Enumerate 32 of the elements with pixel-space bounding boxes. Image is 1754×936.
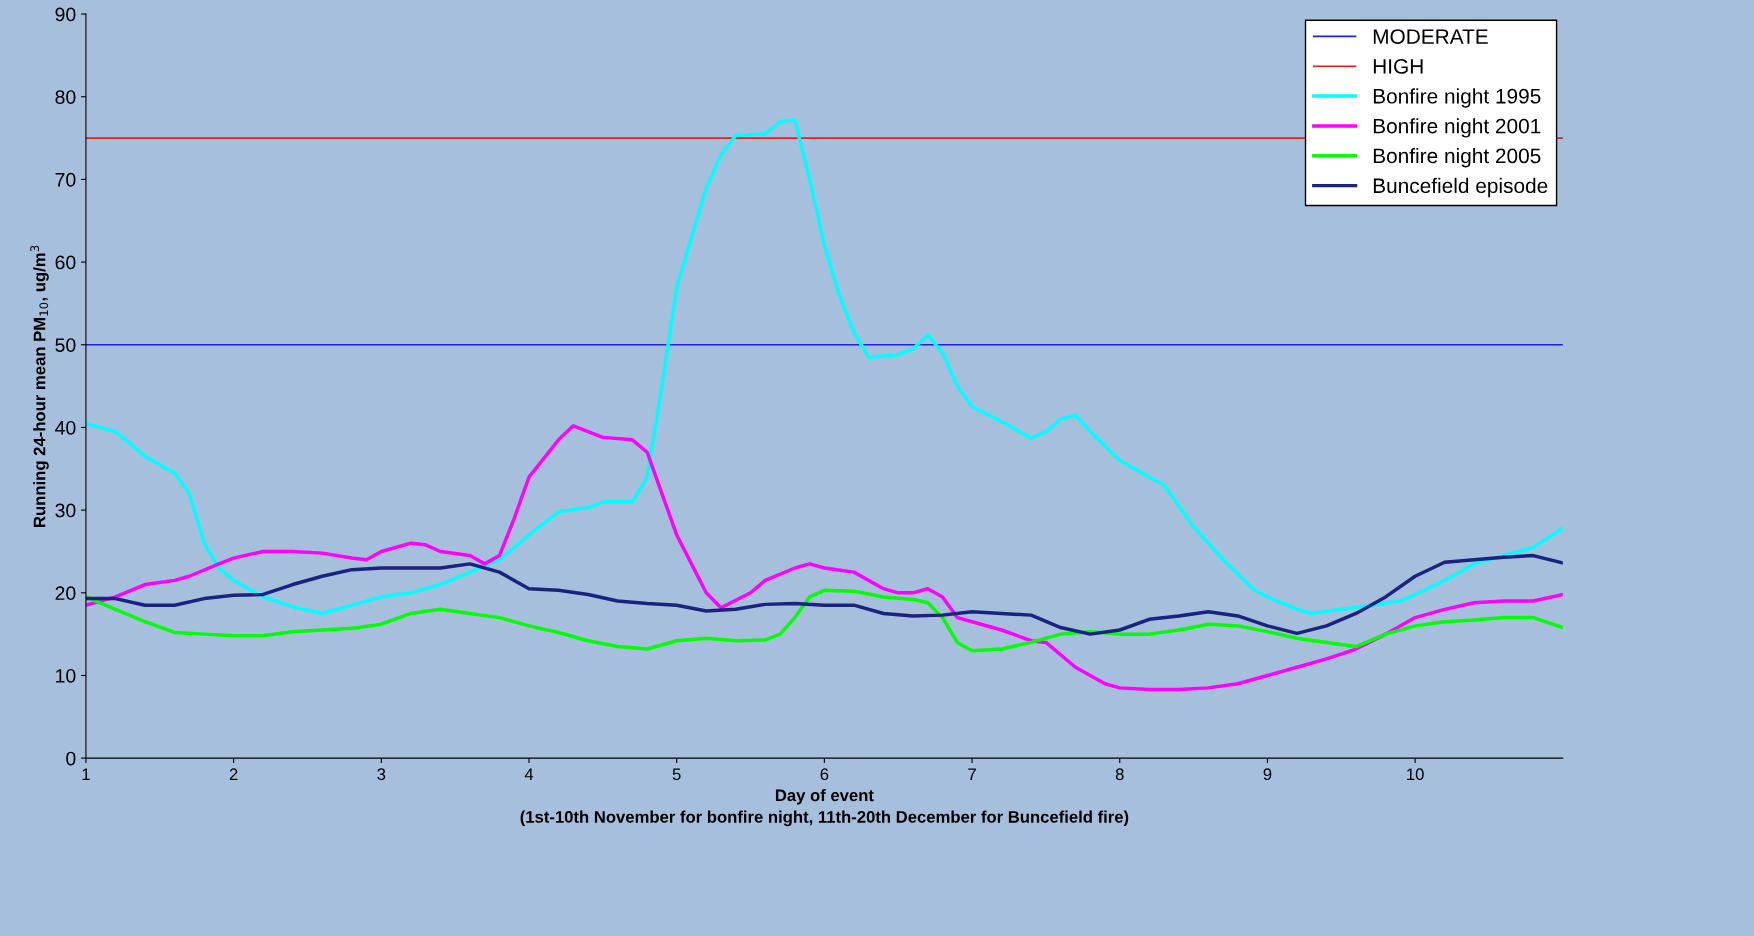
y-tick-label: 80 xyxy=(55,90,76,104)
legend-label: Buncefield episode xyxy=(1373,177,1548,198)
y-tick-label: 70 xyxy=(55,172,76,187)
y-tick-label: 40 xyxy=(55,420,76,435)
y-tick-label: 10 xyxy=(56,668,76,683)
line-series xyxy=(85,118,1563,616)
legend-label: Bonfire night 2001 xyxy=(1373,118,1541,138)
legend-label: Bonfire night 2005 xyxy=(1373,147,1541,168)
x-tick-label: 6 xyxy=(820,768,829,781)
x-tick-label: 10 xyxy=(1407,768,1424,781)
legend-label: HIGH xyxy=(1373,59,1423,74)
x-tick-label: 4 xyxy=(524,768,534,780)
y-tick-label: 90 xyxy=(55,7,76,22)
x-tick-label: 8 xyxy=(1115,768,1124,781)
line-series xyxy=(85,588,1563,653)
y-tick-label: 50 xyxy=(55,338,76,352)
legend-label: Bonfire night 1995 xyxy=(1373,88,1541,108)
x-tick-label: 1 xyxy=(82,768,90,780)
line-series xyxy=(85,424,1563,692)
x-tick-label: 3 xyxy=(377,768,386,781)
y-tick-label: 20 xyxy=(55,586,76,601)
x-axis-title: Day of event (1st-10th November for bonfire night, 11th-20th December for Buncefield fire) xyxy=(520,788,1129,827)
y-tick-label: 0 xyxy=(66,751,76,766)
x-tick-label: 9 xyxy=(1263,768,1272,781)
line-series xyxy=(85,553,1563,636)
y-tick-label: 30 xyxy=(55,503,76,518)
x-tick-label: 5 xyxy=(672,768,681,781)
y-tick-label: 60 xyxy=(55,255,76,270)
y-axis-title: Running 24-hour mean PM$_{10}$, ug/m$^{3}$ xyxy=(30,245,49,527)
x-tick-label: 2 xyxy=(229,768,238,780)
legend-label: MODERATE xyxy=(1373,29,1488,44)
x-tick-label: 7 xyxy=(968,768,976,780)
